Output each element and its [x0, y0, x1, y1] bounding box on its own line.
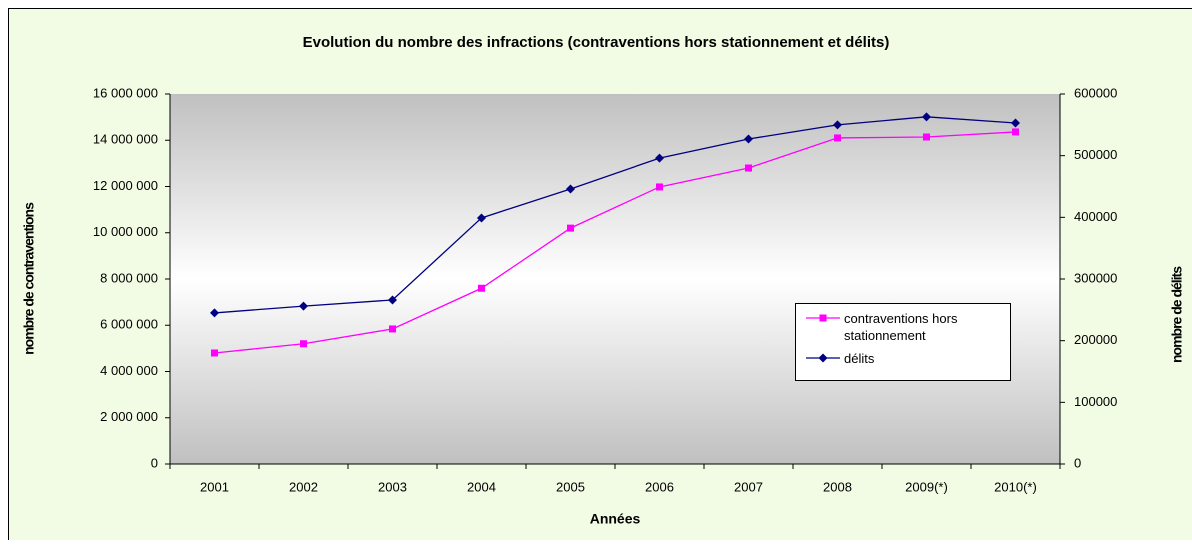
x-tick-label: 2005 — [556, 479, 585, 494]
y-tick-label: 14 000 000 — [93, 132, 158, 147]
x-axis-label: Années — [590, 511, 641, 527]
y2-axis-label: nombre de délits — [1169, 266, 1185, 363]
x-tick-label: 2007 — [734, 479, 763, 494]
legend: contraventions hors stationnement délits — [795, 303, 1011, 381]
marker — [834, 134, 841, 141]
y2-tick-label: 100000 — [1074, 394, 1117, 409]
marker — [567, 225, 574, 232]
marker — [923, 134, 930, 141]
y2-tick-label: 500000 — [1074, 147, 1117, 162]
x-tick-label: 2010(*) — [994, 479, 1037, 494]
x-tick-label: 2008 — [823, 479, 852, 494]
y-axis-label: nombre de contraventions — [21, 202, 37, 355]
marker — [745, 165, 752, 172]
plot-area — [170, 94, 1060, 464]
y-tick-label: 6 000 000 — [100, 317, 158, 332]
y-tick-label: 16 000 000 — [93, 85, 158, 100]
y2-tick-label: 400000 — [1074, 209, 1117, 224]
legend-label: contraventions hors stationnement — [844, 310, 1004, 344]
x-tick-label: 2001 — [200, 479, 229, 494]
x-tick-label: 2006 — [645, 479, 674, 494]
legend-marker — [819, 354, 828, 363]
legend-item: contraventions hors stationnement — [804, 310, 1004, 344]
marker — [1012, 128, 1019, 135]
y-tick-label: 0 — [151, 455, 158, 470]
marker — [478, 285, 485, 292]
x-tick-label: 2002 — [289, 479, 318, 494]
y2-tick-label: 0 — [1074, 455, 1081, 470]
legend-symbol — [804, 350, 844, 366]
y-tick-label: 8 000 000 — [100, 270, 158, 285]
y-tick-label: 4 000 000 — [100, 363, 158, 378]
legend-label: délits — [844, 350, 1004, 367]
legend-item: délits — [804, 350, 1004, 367]
x-tick-label: 2009(*) — [905, 479, 948, 494]
legend-symbol — [804, 310, 844, 326]
marker — [300, 340, 307, 347]
marker — [656, 183, 663, 190]
legend-marker — [820, 315, 827, 322]
marker — [389, 325, 396, 332]
y-tick-label: 12 000 000 — [93, 178, 158, 193]
chart-title: Evolution du nombre des infractions (con… — [303, 34, 890, 51]
y-tick-label: 10 000 000 — [93, 224, 158, 239]
y2-tick-label: 600000 — [1074, 85, 1117, 100]
y2-tick-label: 300000 — [1074, 270, 1117, 285]
y-tick-label: 2 000 000 — [100, 409, 158, 424]
x-tick-label: 2003 — [378, 479, 407, 494]
marker — [211, 350, 218, 357]
y2-tick-label: 200000 — [1074, 332, 1117, 347]
x-tick-label: 2004 — [467, 479, 496, 494]
